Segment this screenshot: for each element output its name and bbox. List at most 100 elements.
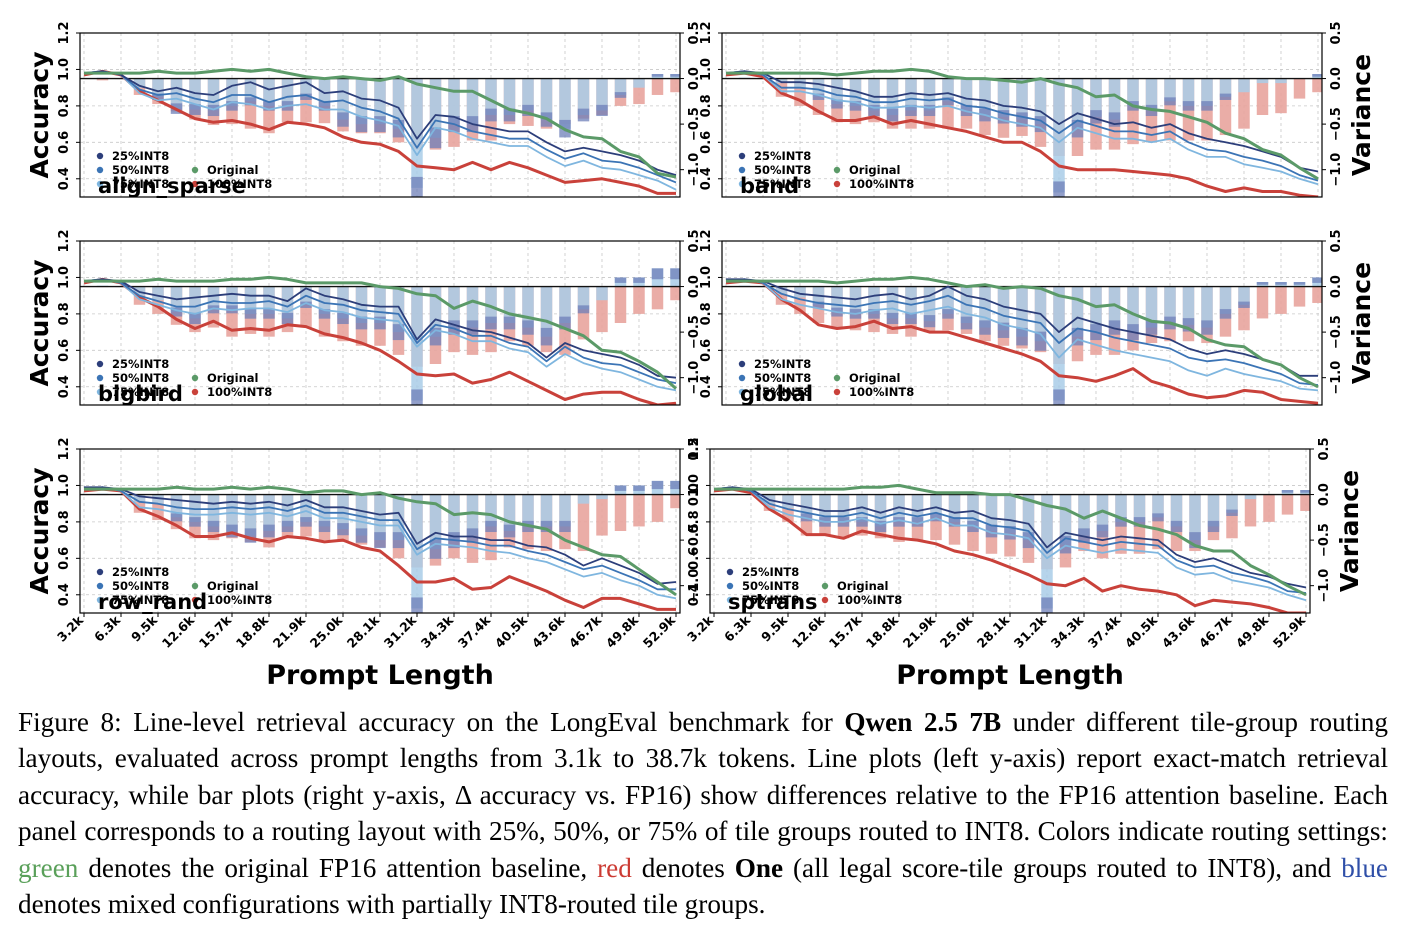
bar-mixed-light bbox=[559, 286, 571, 323]
left-tick-label: 0.4 bbox=[699, 167, 714, 190]
bar-mixed-dark bbox=[522, 104, 534, 117]
bar-mixed-light bbox=[1115, 494, 1127, 522]
bar-mixed-light bbox=[540, 494, 553, 527]
right-tick-label: 0.5 bbox=[687, 437, 702, 460]
panel-body bbox=[722, 67, 1322, 197]
line-50pctint8 bbox=[713, 486, 1307, 594]
x-tick-label: 12.6k bbox=[159, 612, 198, 651]
bar-mixed-light bbox=[1182, 286, 1195, 325]
bar-mixed-light bbox=[775, 286, 788, 294]
x-tick-label: 34.3k bbox=[418, 612, 457, 651]
legend-label: 25%INT8 bbox=[754, 149, 811, 163]
x-tick-label: 37.4k bbox=[1085, 612, 1124, 651]
bar-100int8 bbox=[614, 494, 627, 531]
legend-label: 100%INT8 bbox=[207, 593, 272, 607]
bar-mixed-dark bbox=[1090, 110, 1102, 124]
right-tick-label: −1.0 bbox=[687, 361, 702, 395]
bar-mixed-dark bbox=[1071, 327, 1084, 346]
bar-mixed-light bbox=[207, 286, 220, 310]
bar-100int8 bbox=[670, 78, 680, 93]
right-tick-label: 0.5 bbox=[1317, 437, 1332, 460]
bar-mixed-dark bbox=[466, 320, 479, 335]
bar-mixed-light bbox=[466, 286, 479, 328]
bar-mixed-dark bbox=[485, 316, 497, 330]
bar-mixed-dark bbox=[1219, 309, 1232, 319]
bar-mixed-dark bbox=[392, 532, 405, 549]
legend-marker bbox=[191, 582, 199, 590]
left-tick-label: 0.8 bbox=[57, 302, 72, 325]
bar-mixed-dark bbox=[1182, 101, 1195, 111]
bar-mixed-dark bbox=[812, 93, 825, 100]
bar-mixed-dark bbox=[1189, 532, 1201, 549]
bar-100int8 bbox=[596, 286, 608, 333]
bar-mixed-dark bbox=[911, 517, 924, 527]
caption-text-2: under different tile-group routing layou… bbox=[18, 707, 1388, 847]
chart-panel-bigbird: 0.4 0.6 0.8 1.0 1.2 −1.0 −0.5 0.0 0.5 Accuracy 25%… bbox=[25, 229, 702, 406]
bar-mixed-dark bbox=[831, 99, 843, 109]
bar-mixed-light bbox=[1238, 78, 1250, 93]
bar-mixed-light bbox=[837, 494, 850, 522]
bar-mixed-dark bbox=[281, 520, 294, 533]
bar-mixed-light bbox=[392, 494, 405, 541]
right-tick-label: 0.5 bbox=[1329, 21, 1344, 44]
panel-frame bbox=[79, 32, 681, 198]
bar-mixed-light bbox=[374, 494, 386, 541]
bar-mixed-dark bbox=[633, 277, 645, 283]
legend-marker bbox=[726, 596, 734, 604]
line-25pctint8 bbox=[83, 278, 677, 379]
legend-marker bbox=[738, 388, 746, 396]
line-100pctint8 bbox=[83, 487, 676, 611]
bar-mixed-dark bbox=[392, 324, 405, 341]
bar-100int8 bbox=[577, 494, 590, 552]
bar-mixed-dark bbox=[874, 520, 887, 533]
bar-mixed-dark bbox=[429, 539, 442, 559]
bar-mixed-light bbox=[133, 78, 146, 88]
x-tick-label: 6.3k bbox=[721, 612, 754, 645]
bar-mixed-light bbox=[911, 494, 924, 522]
bar-mixed-dark bbox=[960, 316, 973, 330]
bar-mixed-light bbox=[207, 494, 220, 527]
bar-mixed-dark bbox=[905, 104, 917, 117]
bar-mixed-light bbox=[1090, 286, 1102, 333]
bar-mixed-light bbox=[374, 286, 386, 323]
bar-mixed-dark bbox=[1201, 320, 1213, 335]
legend-label: 25%INT8 bbox=[112, 565, 169, 579]
panel-name: bigbird bbox=[98, 382, 183, 406]
panel-frame bbox=[721, 32, 1323, 198]
bar-mixed-light bbox=[281, 78, 294, 106]
x-tick-label: 49.8k bbox=[603, 612, 642, 651]
bar-mixed-light bbox=[1034, 78, 1047, 125]
caption-text-4: denotes bbox=[631, 852, 735, 883]
bar-mixed-light bbox=[794, 286, 806, 298]
bar-mixed-dark bbox=[997, 322, 1010, 338]
bar-mixed-light bbox=[429, 494, 442, 550]
bar-mixed-dark bbox=[1115, 517, 1127, 527]
legend-marker bbox=[726, 582, 734, 590]
x-tick-label: 21.9k bbox=[900, 612, 939, 651]
caption-green-word: green bbox=[18, 852, 79, 883]
bar-mixed-dark bbox=[886, 312, 899, 325]
bar-100int8 bbox=[775, 286, 788, 305]
bar-mixed-dark bbox=[189, 312, 201, 325]
line-100pctint8 bbox=[725, 71, 1319, 197]
bar-100int8 bbox=[1238, 286, 1250, 331]
legend-marker bbox=[726, 568, 734, 576]
legend-label: Original bbox=[207, 579, 258, 593]
bar-mixed-dark bbox=[1004, 526, 1016, 540]
bar-mixed-light bbox=[485, 78, 497, 115]
bar-mixed-dark bbox=[226, 524, 238, 538]
left-tick-label: 1.0 bbox=[699, 58, 714, 81]
bar-mixed-dark bbox=[614, 485, 627, 491]
bar-mixed-dark bbox=[411, 389, 423, 405]
bar-mixed-light bbox=[429, 286, 442, 337]
legend-marker bbox=[738, 166, 746, 174]
legend-label: 75%INT8 bbox=[112, 177, 169, 191]
bar-mixed-light bbox=[942, 78, 954, 102]
bar-mixed-light bbox=[1059, 494, 1072, 545]
bar-mixed-light bbox=[782, 494, 794, 509]
x-tick-label: 43.6k bbox=[529, 612, 568, 651]
line-25pctint8 bbox=[713, 486, 1307, 589]
caption-text-1: Figure 8: Line-level retrieval accuracy … bbox=[18, 707, 845, 737]
bar-mixed-dark bbox=[263, 524, 275, 538]
right-tick-label: 0.0 bbox=[1317, 483, 1332, 506]
